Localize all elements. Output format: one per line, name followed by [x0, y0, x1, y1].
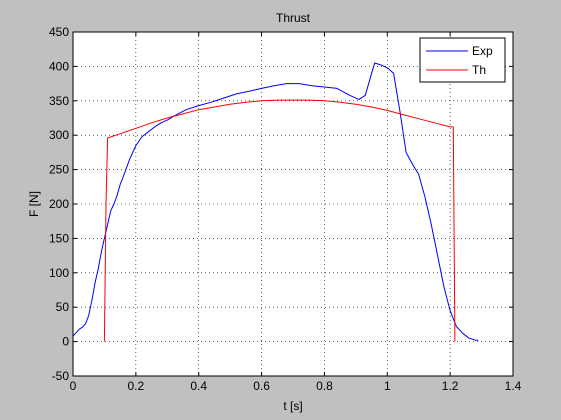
- x-tick-label: 0.8: [316, 379, 333, 393]
- y-tick-label: 0: [62, 335, 69, 349]
- y-tick-label: 100: [49, 266, 69, 280]
- y-tick-label: 50: [56, 300, 70, 314]
- legend: Exp Th: [419, 37, 506, 83]
- y-tick-label: 200: [49, 197, 69, 211]
- y-tick-label: 450: [49, 25, 69, 39]
- y-tick-label: 350: [49, 94, 69, 108]
- legend-label-th: Th: [472, 63, 486, 77]
- x-tick-label: 0.2: [128, 379, 145, 393]
- x-tick-label: 1.4: [505, 379, 522, 393]
- legend-label-exp: Exp: [472, 44, 493, 58]
- y-tick-label: 400: [49, 59, 69, 73]
- y-tick-label: 300: [49, 128, 69, 142]
- axis-ticks: [72, 31, 514, 377]
- grid-lines: [73, 32, 513, 376]
- y-tick-labels: -50 0 50 100 150 200 250 300 350 400 450: [49, 25, 69, 383]
- chart-title: Thrust: [276, 11, 311, 25]
- x-tick-label: 1: [384, 379, 391, 393]
- x-tick-labels: 0 0.2 0.4 0.6 0.8 1 1.2 1.4: [70, 379, 522, 393]
- series-line-th: [103, 99, 456, 342]
- x-tick-label: 0.4: [190, 379, 207, 393]
- plot-area: [72, 62, 479, 342]
- y-tick-label: -50: [52, 369, 70, 383]
- x-axis-label: t [s]: [283, 399, 302, 413]
- legend-box: [419, 37, 506, 83]
- y-axis-label: F [N]: [27, 191, 41, 217]
- x-tick-label: 0: [70, 379, 77, 393]
- x-tick-label: 1.2: [442, 379, 459, 393]
- series-line-exp: [72, 62, 479, 341]
- y-tick-label: 150: [49, 231, 69, 245]
- x-tick-label: 0.6: [253, 379, 270, 393]
- y-tick-label: 250: [49, 163, 69, 177]
